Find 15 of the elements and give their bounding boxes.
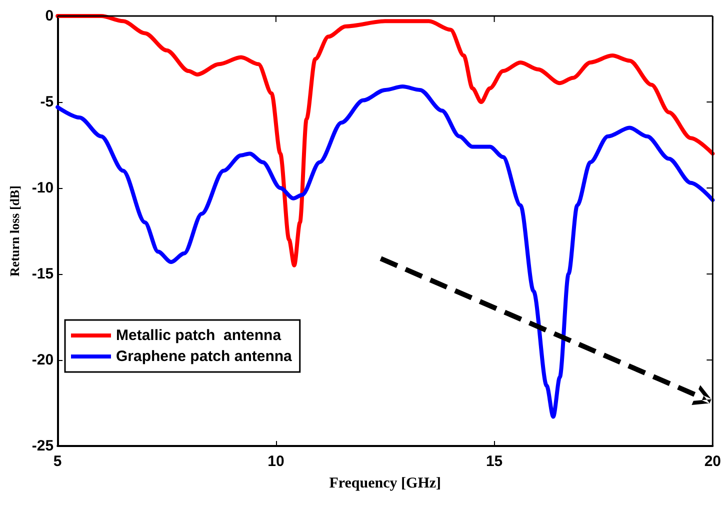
y-tick-label: -10 <box>32 180 54 196</box>
x-tick-label: 20 <box>704 453 721 470</box>
y-tick-label: 0 <box>45 8 54 24</box>
legend-label: Graphene patch antenna <box>116 348 293 365</box>
y-tick-label: -20 <box>32 352 54 368</box>
y-tick-label: -5 <box>40 94 54 110</box>
x-tick-label: 15 <box>486 453 503 470</box>
legend-label: Metallic patch antenna <box>116 327 282 344</box>
x-tick-label: 5 <box>53 453 62 470</box>
line-series <box>56 84 715 419</box>
x-axis-title: Frequency [GHz] <box>329 476 442 492</box>
y-axis-title: Return loss [dB] <box>7 185 22 277</box>
x-tick-label: 10 <box>268 453 284 470</box>
y-tick-label: -15 <box>32 266 54 282</box>
y-tick-label: -25 <box>32 438 54 454</box>
